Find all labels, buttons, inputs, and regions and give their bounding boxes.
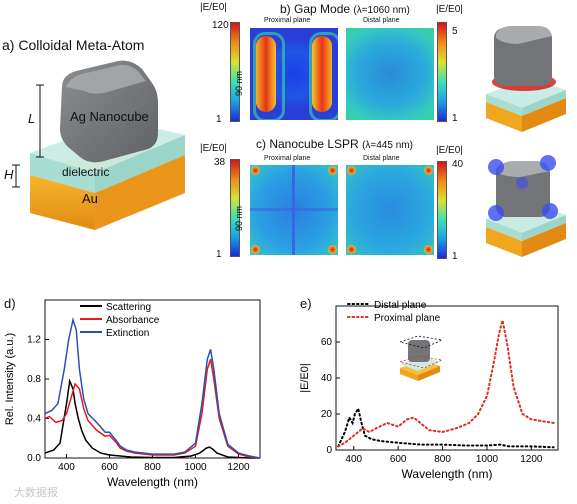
au-label: Au [82,191,98,206]
panel-b-distal-label: Distal plane [363,17,400,24]
panel-b: b) Gap Mode (λ=1060 nm) |E/E0| 120 1 90 … [200,0,470,130]
lspr-illustration [486,155,566,257]
y-tick-label: 0 [326,445,332,456]
panel-b-title: b) Gap Mode (λ=1060 nm) [280,2,410,16]
x-tick-label: 400 [58,462,75,473]
panel-a-title: a) Colloidal Meta-Atom [2,37,145,53]
dielectric-label: dielectric [62,165,110,179]
plot-frame [335,305,559,451]
au-slab-side [95,155,185,230]
x-tick-label: 600 [101,462,118,473]
meta-atom-illustration [12,60,185,230]
watermark: 大数据报 [14,487,58,499]
colorbar-c-left [230,159,240,257]
panel-b-wavelength: (λ=1060 nm) [353,5,410,16]
L-label: L [28,111,36,126]
panel-c-title: c) Nanocube LSPR (λ=445 nm) [256,137,413,151]
panel-b-title-text: b) Gap Mode [280,2,351,16]
chart-e: 400 600 800 1000 1200 0 20 40 60 Wavelength (nm) |… [299,300,559,481]
series-line-proximal-plane [337,320,555,448]
panel-c-right-scale-label: |E/E0| [436,145,463,156]
legend-label: Scattering [106,302,151,313]
colorbar-b-left [230,22,240,122]
x-tick-label: 800 [434,454,451,465]
panel-c-left-scale-min: 1 [216,249,222,260]
y-tick-label: 0.8 [27,374,41,385]
panel-c-proximal-label: Proximal plane [264,155,311,162]
panel-b-left-scale-min: 1 [216,114,222,125]
panel-c-size-label: 90 nm [234,205,244,231]
legend-label: Proximal plane [374,313,441,324]
colorbar-c-right [437,161,447,259]
y-tick-label: 40 [321,373,333,384]
x-tick-label: 1200 [520,454,543,465]
series-line-scattering [44,378,260,459]
panel-c-wavelength: (λ=445 nm) [362,140,413,151]
dielectric-front [30,153,95,193]
series-line-distal-plane [337,405,555,449]
y-tick-label: 0.0 [27,453,41,464]
y-axis-label: Rel. Intensity (a.u.) [4,333,16,425]
panel-c-distal-label: Distal plane [363,155,400,162]
panel-c-left-scale-max: 38 [214,157,226,168]
panel-b-right-scale-min: 1 [452,113,458,124]
series-line-extinction [44,316,261,459]
panel-c-right-scale-max: 40 [452,159,464,170]
panel-c-left-scale-label: |E/E0| [200,143,227,154]
series-line-absorbance [44,359,261,459]
field-map-b-distal [346,28,434,120]
x-tick-label: 1000 [184,462,207,473]
x-axis-label: Wavelength (nm) [402,467,493,481]
field-map-b-proximal [250,28,338,120]
legend-label: Absorbance [106,315,160,326]
panel-c-right-scale-min: 1 [452,251,458,262]
panel-b-proximal-label: Proximal plane [264,17,311,24]
au-slab-front [30,175,95,230]
field-map-c-distal [346,165,434,255]
panel-a: a) Colloidal Meta-Atom [0,25,190,255]
y-tick-label: 20 [321,409,333,420]
gap-mode-illustration [486,26,566,132]
panel-c: c) Nanocube LSPR (λ=445 nm) |E/E0| 38 1 … [200,135,470,265]
panel-c-title-text: c) Nanocube LSPR [256,137,359,151]
colorbar-b-right [437,22,447,122]
panel-e-inset-illustration [398,335,444,381]
panel-b-left-scale-max: 120 [212,20,229,31]
x-tick-label: 1000 [476,454,499,465]
x-tick-label: 800 [144,462,161,473]
panel-b-right-scale-label: |E/E0| [436,4,463,15]
x-tick-label: 600 [390,454,407,465]
field-map-c-proximal [250,165,338,255]
x-tick-label: 1200 [227,462,250,473]
panel-b-size-label: 90 nm [234,70,244,96]
panel-b-right-scale-max: 5 [452,26,458,37]
x-axis-label: Wavelength (nm) [107,475,198,489]
chart-d: 400 600 800 1000 1200 0.0 0.4 0.8 1.2 Wavelength … [4,299,261,489]
legend-label: Extinction [106,328,149,339]
ag-nanocube-label: Ag Nanocube [70,109,149,124]
panel-b-left-scale-label: |E/E0| [200,2,227,13]
panel-d-label: d) [4,296,16,311]
H-label: H [4,167,14,182]
y-axis-label: |E/E0| [299,363,311,393]
dielectric-side [95,135,185,193]
legend-label: Distal plane [374,300,427,311]
y-tick-label: 1.2 [27,335,41,346]
x-tick-label: 400 [345,454,362,465]
y-tick-label: 60 [321,337,333,348]
y-tick-label: 0.4 [27,414,41,425]
panel-e-label: e) [300,296,312,311]
